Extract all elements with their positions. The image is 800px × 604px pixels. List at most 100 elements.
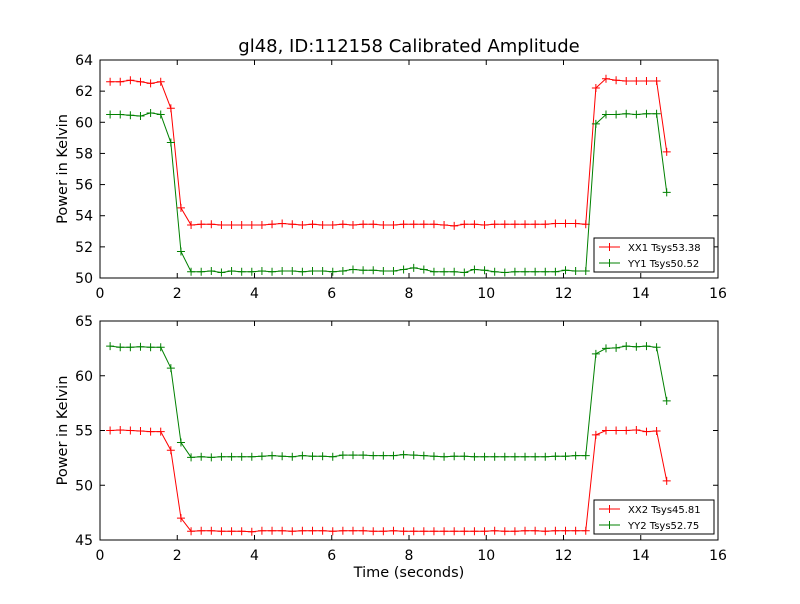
data-point <box>460 452 469 461</box>
data-point <box>480 527 489 536</box>
data-point <box>419 527 428 536</box>
data-point <box>662 147 671 156</box>
data-point <box>126 76 135 85</box>
data-point <box>268 220 277 229</box>
data-point <box>257 266 266 275</box>
data-point <box>601 426 610 435</box>
data-point <box>571 219 580 228</box>
legend-item: YY2 Tsys52.75 <box>599 521 699 532</box>
x-tick-label: 8 <box>405 286 414 302</box>
data-point <box>166 104 175 113</box>
data-point <box>369 527 378 536</box>
x-tick-label: 12 <box>555 286 573 302</box>
data-point <box>480 452 489 461</box>
data-point <box>298 526 307 535</box>
y-tick-label: 55 <box>75 424 93 440</box>
data-point <box>541 267 550 276</box>
data-point <box>328 527 337 536</box>
data-point <box>460 527 469 536</box>
data-point <box>369 451 378 460</box>
data-point <box>338 526 347 535</box>
data-point <box>470 452 479 461</box>
data-point <box>217 452 226 461</box>
data-point <box>541 452 550 461</box>
data-point <box>328 452 337 461</box>
data-point <box>187 453 196 462</box>
series-line <box>110 429 668 533</box>
data-point <box>662 476 671 485</box>
legend-marker <box>605 259 614 267</box>
data-point <box>237 527 246 536</box>
data-point <box>176 203 185 212</box>
data-point <box>429 267 438 276</box>
data-point <box>106 110 115 119</box>
data-point <box>146 79 155 88</box>
data-point <box>217 527 226 536</box>
x-tick-label: 0 <box>96 548 105 564</box>
data-point <box>581 526 590 535</box>
legend-item: XX2 Tsys45.81 <box>599 505 701 516</box>
data-point <box>247 452 256 461</box>
data-point <box>338 451 347 460</box>
data-point <box>531 452 540 461</box>
data-point <box>379 527 388 536</box>
data-point <box>591 119 600 128</box>
data-point <box>622 77 631 86</box>
data-point <box>591 430 600 439</box>
x-tick-label: 2 <box>173 548 182 564</box>
data-point <box>318 526 327 535</box>
data-point <box>126 426 135 435</box>
data-point <box>521 267 530 276</box>
series-1 <box>106 342 671 462</box>
data-point <box>500 268 509 277</box>
data-point <box>197 267 206 276</box>
data-point <box>440 267 449 276</box>
data-point <box>612 76 621 85</box>
data-point <box>227 221 236 230</box>
data-point <box>450 267 459 276</box>
legend-marker <box>605 243 614 251</box>
data-point <box>288 527 297 536</box>
x-tick-label: 0 <box>96 286 105 302</box>
data-point <box>500 220 509 229</box>
y-axis-label: Power in Kelvin <box>55 376 71 486</box>
data-point <box>308 266 317 275</box>
data-point <box>460 220 469 229</box>
data-point <box>642 342 651 351</box>
data-point <box>338 266 347 275</box>
data-point <box>551 219 560 228</box>
data-point <box>500 452 509 461</box>
series-line <box>110 345 668 458</box>
data-point <box>409 263 418 272</box>
data-point <box>288 220 297 229</box>
series-line <box>110 78 668 227</box>
data-point <box>318 221 327 230</box>
data-point <box>541 527 550 536</box>
data-point <box>399 265 408 274</box>
data-point <box>601 110 610 119</box>
data-point <box>166 364 175 373</box>
x-tick-label: 12 <box>555 548 573 564</box>
data-point <box>227 527 236 536</box>
data-point <box>348 221 357 230</box>
data-point <box>460 268 469 277</box>
y-tick-label: 50 <box>75 478 93 494</box>
x-tick-label: 4 <box>250 548 259 564</box>
x-tick-label: 10 <box>477 286 495 302</box>
data-point <box>632 77 641 86</box>
data-point <box>480 266 489 275</box>
chart-top: 0 2 4 6 8 10 12 14 16 50 52 54 56 58 60 62 64 gl48, ID:11… <box>55 36 727 302</box>
series-line <box>110 112 668 274</box>
data-point <box>652 109 661 118</box>
data-point <box>207 220 216 229</box>
data-point <box>197 526 206 535</box>
data-point <box>450 527 459 536</box>
data-point <box>156 77 165 86</box>
data-point <box>389 526 398 535</box>
data-point <box>197 220 206 229</box>
data-point <box>440 527 449 536</box>
y-tick-label: 56 <box>75 178 93 194</box>
legend-marker <box>605 505 614 513</box>
data-point <box>227 266 236 275</box>
data-point <box>298 267 307 276</box>
